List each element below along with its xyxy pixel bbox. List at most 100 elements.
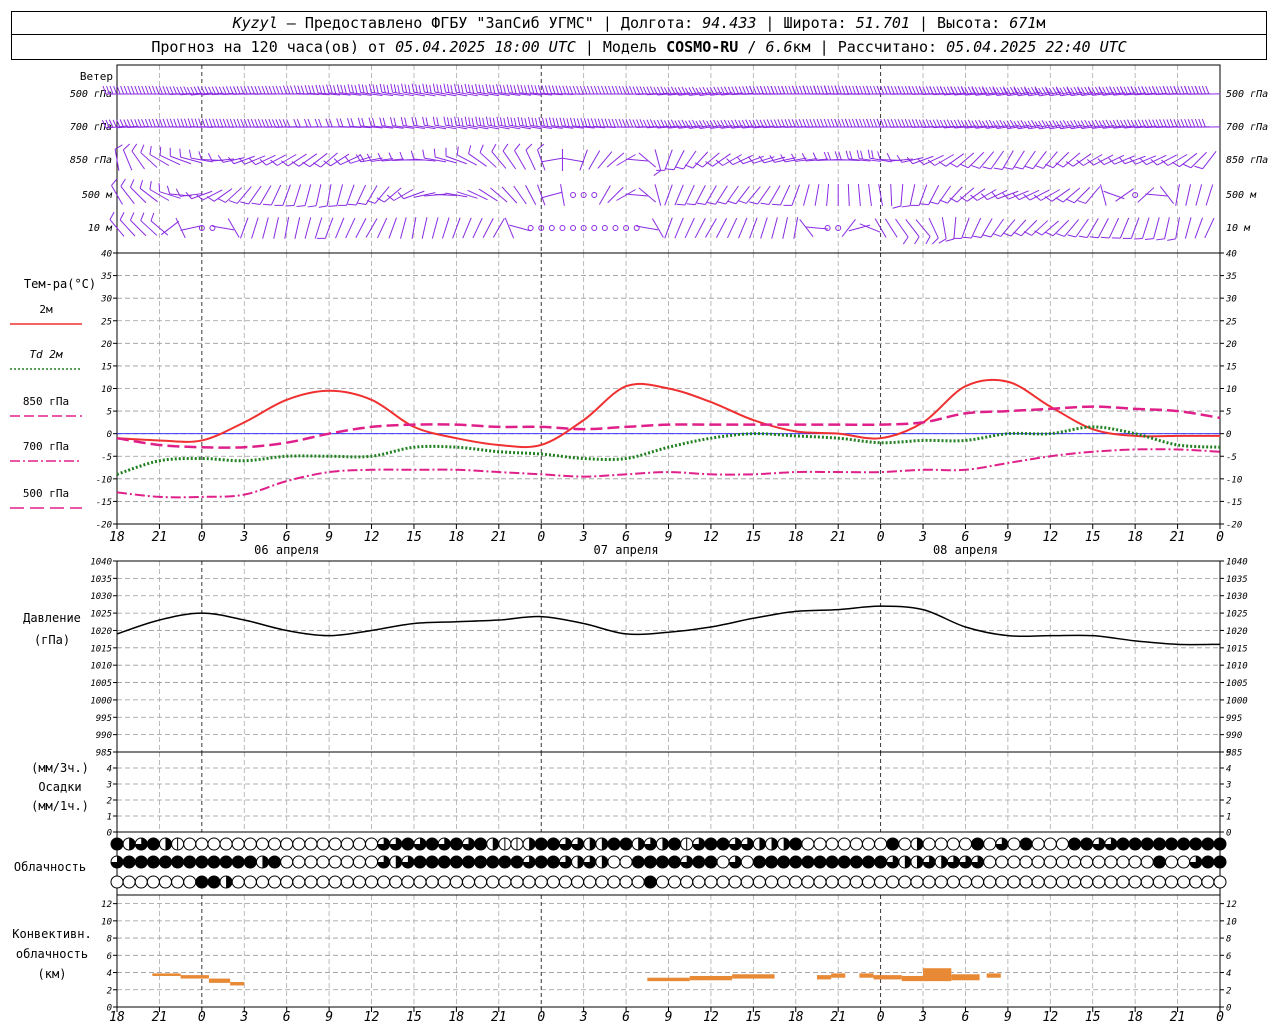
wind-barb-staff	[1010, 219, 1027, 237]
cloud-circle	[946, 875, 960, 889]
cloud-circle	[728, 875, 742, 889]
cloud-cover-symbol	[195, 875, 209, 889]
wind-barb-feather	[506, 116, 510, 126]
wind-barb-staff	[638, 152, 657, 168]
wind-barb	[240, 217, 249, 239]
wind-barb	[760, 217, 768, 239]
cloud-cover-symbol	[983, 875, 997, 889]
cloud-cover-symbol	[692, 875, 706, 889]
wind-barb-feather	[698, 87, 704, 96]
cloud-cover-symbol	[1213, 875, 1227, 889]
wind-barb-feather	[929, 119, 934, 128]
convective-cloud-bar	[647, 977, 690, 982]
wind-barb-feather	[116, 85, 121, 95]
wind-barb-staff	[345, 217, 356, 239]
wind-barb	[848, 224, 871, 232]
wind-barb	[684, 86, 712, 96]
wind-barb-feather	[368, 83, 372, 93]
wind-barb-staff	[251, 217, 259, 239]
cloud-fill-three-quarters	[959, 856, 972, 868]
wind-barb-feather	[1201, 118, 1206, 128]
wind-barb	[1076, 154, 1103, 166]
wind-barb-staff	[1022, 150, 1036, 170]
wind-barb-feather	[1023, 193, 1031, 201]
wind-barb	[540, 157, 563, 163]
wind-barb	[960, 119, 988, 129]
wind-barb-feather	[957, 86, 962, 95]
wind-barb-feather	[344, 156, 351, 164]
wind-barb	[165, 86, 192, 95]
wind-barb-staff	[668, 92, 691, 96]
wind-barb-feather	[791, 119, 796, 128]
x-tick-label-bottom: 3	[918, 1010, 927, 1024]
wind-level-label-right: 700 гПа	[1226, 122, 1268, 133]
wind-barb-feather	[343, 85, 347, 94]
cloud-cover-symbol	[449, 837, 463, 851]
wind-barb-feather	[318, 84, 323, 94]
cloud-cover-symbol	[546, 855, 560, 869]
wind-barb	[890, 183, 893, 207]
wind-barb-staff	[384, 187, 402, 203]
wind-barb-feather	[670, 119, 676, 128]
wind-barb-feather	[1027, 120, 1033, 129]
wind-barb	[355, 218, 367, 238]
wind-barb-feather	[443, 116, 447, 126]
wind-barb-staff	[1097, 218, 1109, 238]
cloud-cover-symbol	[643, 855, 657, 869]
wind-barb-staff	[392, 91, 415, 97]
cloud-cover-symbol	[134, 855, 148, 869]
wind-barb-staff	[472, 217, 483, 239]
wind-barb-feather	[464, 83, 468, 93]
cloud-fill-full	[765, 856, 778, 868]
wind-barb-staff	[716, 218, 728, 238]
wind-barb-feather	[527, 117, 531, 126]
wind-barb	[527, 117, 553, 130]
wind-barb-feather	[705, 161, 713, 167]
cloud-circle	[425, 875, 439, 889]
wind-barb-feather	[254, 119, 259, 128]
wind-barb-feather	[597, 85, 602, 95]
wind-barb-feather	[911, 119, 917, 128]
wind-barb-feather	[1002, 192, 1009, 200]
wind-barb-staff	[1175, 184, 1180, 206]
wind-barb-staff	[674, 184, 684, 206]
wind-barb-feather	[383, 84, 386, 93]
cloud-cover-symbol	[546, 875, 560, 889]
wind-barb-staff	[371, 125, 394, 129]
cloud-cover-symbol	[280, 855, 294, 869]
cloud-cover-symbol	[558, 837, 572, 851]
wind-barb-feather	[1062, 119, 1069, 128]
cloud-circle	[413, 875, 427, 889]
wind-barb-staff	[715, 185, 728, 205]
wind-barb-staff	[349, 92, 372, 96]
cloud-circle	[1007, 875, 1021, 889]
wind-barb	[706, 86, 733, 96]
cloud-cover-symbol	[716, 837, 730, 851]
wind-barb-staff	[725, 185, 739, 205]
cloud-circle	[837, 837, 851, 851]
wind-barb-feather	[429, 84, 432, 94]
wind-barb-feather	[257, 85, 262, 95]
wind-barb-feather	[176, 86, 181, 95]
wind-barb-feather	[204, 86, 209, 95]
wind-barb	[597, 151, 613, 169]
wind-barb	[950, 119, 977, 129]
wind-barb-feather	[1038, 120, 1044, 129]
wind-barb-staff	[374, 186, 390, 204]
cloud-cover-symbol	[583, 837, 597, 851]
cloud-cover-symbol	[377, 837, 391, 851]
wind-barb-feather	[1041, 120, 1047, 128]
x-tick-label: 18	[449, 530, 465, 545]
cloud-circle	[292, 837, 306, 851]
cloud-circle	[110, 875, 124, 889]
wind-barb-staff	[381, 125, 404, 129]
wind-barb-staff	[1051, 188, 1071, 202]
cloud-cover-symbol	[680, 855, 694, 869]
cloud-fill-full	[668, 838, 681, 850]
cloud-circle	[316, 837, 330, 851]
wind-barb	[674, 217, 684, 239]
wind-barb	[991, 190, 1019, 200]
wind-barb-feather	[608, 118, 612, 128]
wind-barb-staff	[190, 92, 213, 96]
wind-barb	[302, 152, 328, 168]
